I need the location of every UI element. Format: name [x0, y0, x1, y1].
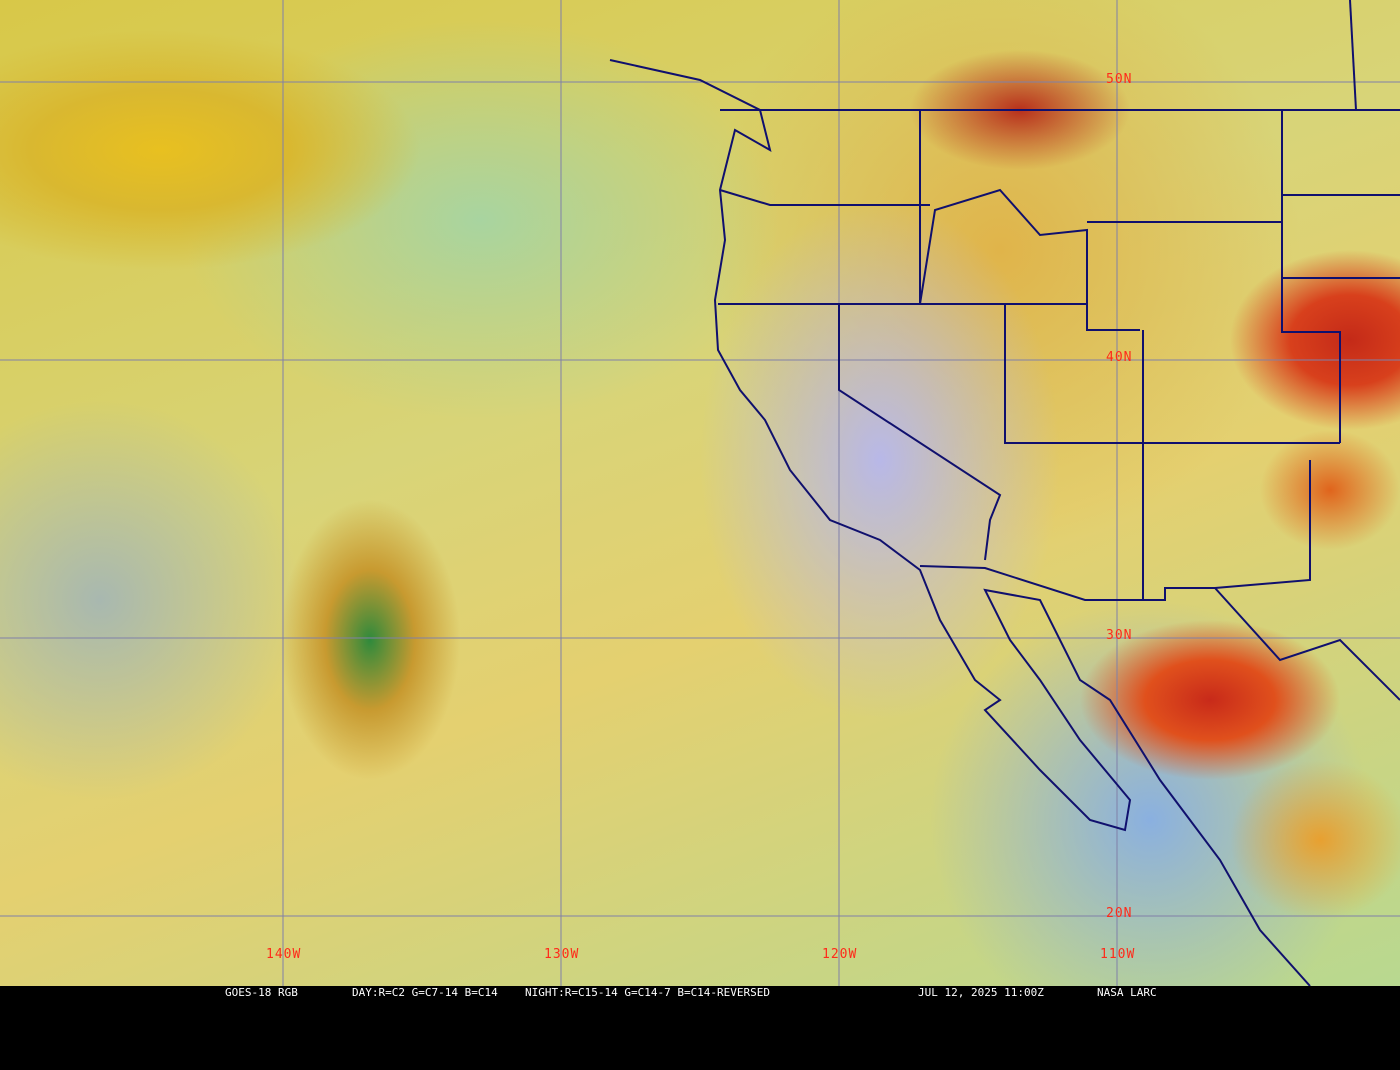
wyoming	[1087, 221, 1341, 443]
lat-label-20n: 20N	[1106, 906, 1133, 921]
map-overlay	[0, 0, 1400, 986]
idaho-borders	[919, 110, 1140, 331]
lon-label-130w: 130W	[544, 947, 580, 962]
utah-arizona	[1004, 304, 1340, 444]
lat-label-30n: 30N	[1106, 628, 1133, 643]
washington-oregon-border	[719, 189, 930, 206]
lon-label-140w: 140W	[266, 947, 302, 962]
lat-label-40n: 40N	[1106, 350, 1133, 365]
lon-label-120w: 120W	[822, 947, 858, 962]
west-coastline	[609, 59, 1311, 986]
caption-source: NASA LARC	[1097, 986, 1157, 999]
california-nevada-border	[838, 304, 1002, 561]
caption-night-channels: NIGHT:R=C15-14 G=C14-7 B=C14-REVERSED	[525, 986, 771, 999]
nd-border	[1349, 0, 1357, 111]
lon-label-110w: 110W	[1100, 947, 1136, 962]
satellite-image: 50N 40N 30N 20N 140W 130W 120W 110W	[0, 0, 1400, 986]
lat-lon-grid	[0, 0, 1400, 986]
mexico-east	[1214, 587, 1400, 701]
coastline-and-borders	[609, 0, 1400, 986]
montana	[1281, 110, 1400, 279]
image-caption: GOES-18 RGB DAY:R=C2 G=C7-14 B=C14 NIGHT…	[0, 986, 1400, 1000]
caption-datetime: JUL 12, 2025 11:00Z	[918, 986, 1044, 999]
us-mexico-border	[919, 460, 1311, 601]
lat-label-50n: 50N	[1106, 72, 1133, 87]
caption-satellite: GOES-18 RGB	[225, 986, 298, 999]
caption-day-channels: DAY:R=C2 G=C7-14 B=C14	[352, 986, 498, 999]
